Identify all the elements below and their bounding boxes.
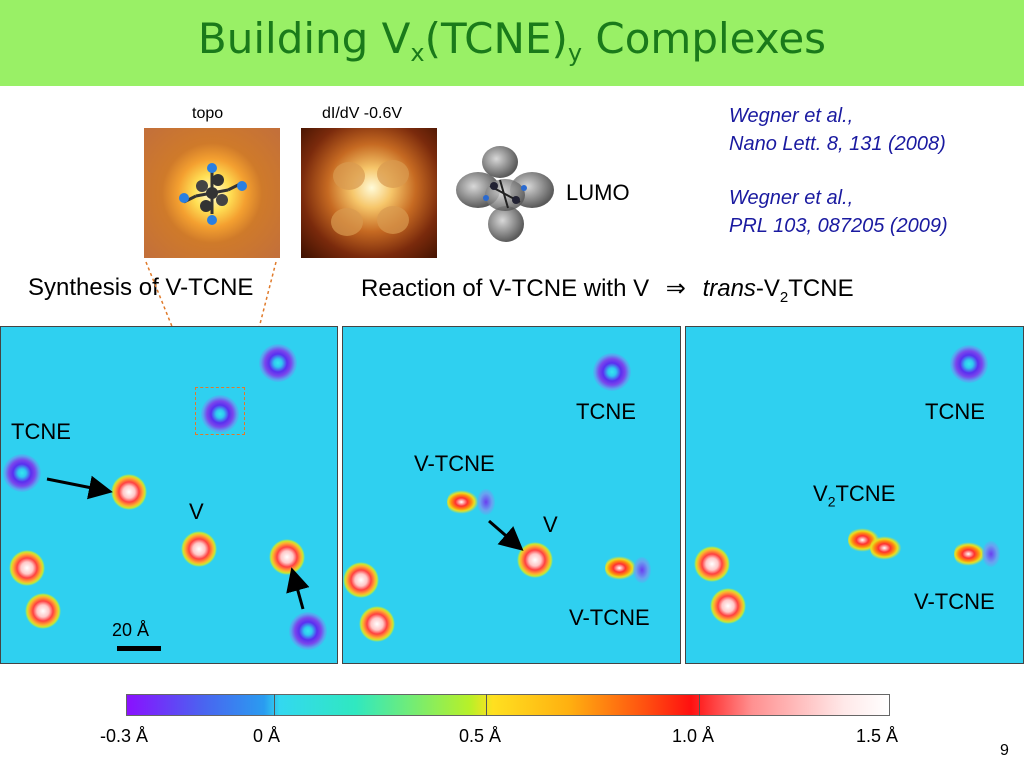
topo-label: topo [192,105,224,122]
tcne-molecule [593,353,631,391]
vanadium-atom [181,531,217,567]
stm-panel-2: TCNE V-TCNE V V-TCNE [342,326,681,664]
caption-sub-2: 2 [779,288,789,306]
reference-2-authors: Wegner et al., [729,187,854,209]
label-tcne: TCNE [11,419,71,444]
reference-1-authors: Wegner et al., [729,105,854,127]
colorbar-label: 1.5 Å [856,726,899,746]
title-end: Complexes [582,14,827,63]
label-v-tcne: V-TCNE [914,589,995,614]
label-v-tcne-bottom: V-TCNE [569,605,650,630]
caption-reaction-text: Reaction of V-TCNE with V [361,275,650,302]
v-tcne-complex-tail [982,541,1000,567]
didv-lobes [331,160,409,236]
label-v2-end: TCNE [835,481,896,506]
label-v: V [543,512,558,537]
reference-1: Wegner et al., Nano Lett. 8, 131 (2008) [729,102,946,158]
label-tcne: TCNE [925,399,985,425]
title-main: Building V [197,14,411,63]
colorbar-tick [699,694,700,716]
height-colorbar [126,694,890,716]
colorbar-tick [274,694,275,716]
colorbar-label: -0.3 Å [100,726,149,746]
tcne-molecule [259,344,297,382]
title-mid: (TCNE) [424,14,568,63]
label-v2-tcne: V2TCNE [813,481,895,509]
lumo-orbital-icon [456,146,554,242]
label-tcne-text: TCNE [925,399,985,424]
tcne-molecule [3,454,41,492]
vanadium-atom [343,562,379,598]
v-tcne-complex-tail [477,489,495,515]
reference-1-journal: Nano Lett. 8, 131 (2008) [729,133,946,155]
reference-2: Wegner et al., PRL 103, 087205 (2009) [729,184,948,240]
tcne-molecule [289,612,327,650]
vanadium-atom [694,546,730,582]
didv-label: dI/dV -0.6V [322,105,403,122]
stm-panel-3: TCNE V2TCNE V-TCNE [685,326,1024,664]
colorbar-label: 1.0 Å [672,726,715,746]
label-v2-sub: 2 [827,493,836,510]
v2-tcne-complex [870,533,906,563]
caption-reaction: Reaction of V-TCNE with V ⇒ trans-V2TCNE [361,274,854,306]
caption-tcne: TCNE [788,275,854,302]
scale-bar [117,646,161,651]
zoom-box [195,387,245,435]
scale-bar-label: 20 Å [112,620,150,640]
vanadium-atom [359,606,395,642]
lumo-label: LUMO [566,180,630,205]
topo-inset-image [144,128,280,258]
caption-v: -V [755,275,780,302]
label-tcne: TCNE [576,399,636,424]
colorbar-label: 0 Å [253,726,281,746]
label-v-tcne-top: V-TCNE [414,451,495,476]
title-sub-x: x [410,39,425,67]
colorbar-label: 0.5 Å [459,726,502,746]
title-sub-y: y [567,39,583,67]
tcne-molecule-icon [179,163,247,225]
stm-panel-1: TCNE V [0,326,338,664]
reaction-arrow [488,519,524,551]
reference-2-journal: PRL 103, 087205 (2009) [729,215,948,237]
tcne-molecule [201,395,239,433]
page-number: 9 [1000,742,1009,759]
didv-inset-image [301,128,437,258]
implies-arrow-icon: ⇒ [665,275,686,302]
vanadium-atom [710,588,746,624]
colorbar-tick [486,694,487,716]
vanadium-atom [111,474,147,510]
title-bar: Building Vx(TCNE)y Complexes [0,0,1024,86]
tcne-molecule [950,345,988,383]
caption-trans: trans [702,275,756,302]
vanadium-atom [9,550,45,586]
caption-synthesis: Synthesis of V-TCNE [28,274,254,301]
label-v2-v: V [813,481,828,506]
v-tcne-complex-tail [633,557,651,583]
slide-title: Building Vx(TCNE)y Complexes [0,14,1024,67]
label-v: V [189,499,204,524]
vanadium-atom [25,593,61,629]
reaction-arrows [46,475,310,610]
